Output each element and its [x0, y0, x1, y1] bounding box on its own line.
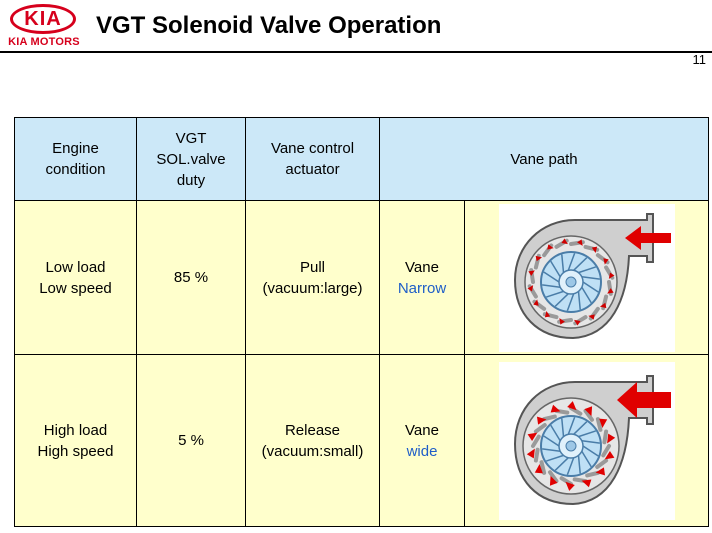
kia-logo-text: KIA: [10, 4, 76, 34]
kia-logo: KIA KIA MOTORS: [4, 4, 84, 50]
cell-vane-state: Vane Narrow: [379, 200, 465, 355]
cell-vane-state: Vane wide: [379, 354, 465, 527]
vane-state-label: Narrow: [397, 279, 447, 297]
header-engine-condition: Engine condition: [14, 117, 137, 201]
cell-sol-valve-duty: 85 %: [136, 200, 246, 355]
header-vane-path: Vane path: [379, 117, 709, 201]
cell-vane-diagram: [464, 354, 709, 527]
table-header-row: Engine condition VGT SOL.valve duty Vane…: [14, 117, 709, 201]
cell-engine-condition: High load High speed: [14, 354, 137, 527]
vgt-operation-table: Engine condition VGT SOL.valve duty Vane…: [14, 117, 709, 527]
flow-arrows: [526, 400, 615, 491]
flow-arrow: [624, 225, 671, 250]
cell-vane-actuator: Pull (vacuum:large): [245, 200, 380, 355]
table-row: High load High speed 5 % Release (vacuum…: [14, 354, 709, 527]
vane-state-label: wide: [406, 442, 438, 460]
cell-engine-condition: Low load Low speed: [14, 200, 137, 355]
page-number: 11: [692, 52, 707, 67]
page-title: VGT Solenoid Valve Operation: [96, 12, 442, 39]
kia-motors-text: KIA MOTORS: [8, 36, 80, 48]
header-vane-control-actuator: Vane control actuator: [245, 117, 380, 201]
cell-sol-valve-duty: 5 %: [136, 354, 246, 527]
turbo-vanes-narrow-diagram: [498, 203, 675, 352]
cell-vane-diagram: [464, 200, 709, 355]
flow-arrow: [616, 381, 671, 418]
header-sol-valve-duty: VGT SOL.valve duty: [136, 117, 246, 201]
vane-ring: [530, 405, 611, 486]
table-row: Low load Low speed 85 % Pull (vacuum:lar…: [14, 200, 709, 355]
turbo-vanes-wide-diagram: [498, 361, 675, 520]
vane-ring: [527, 238, 614, 325]
cell-vane-actuator: Release (vacuum:small): [245, 354, 380, 527]
title-divider: [0, 51, 712, 53]
